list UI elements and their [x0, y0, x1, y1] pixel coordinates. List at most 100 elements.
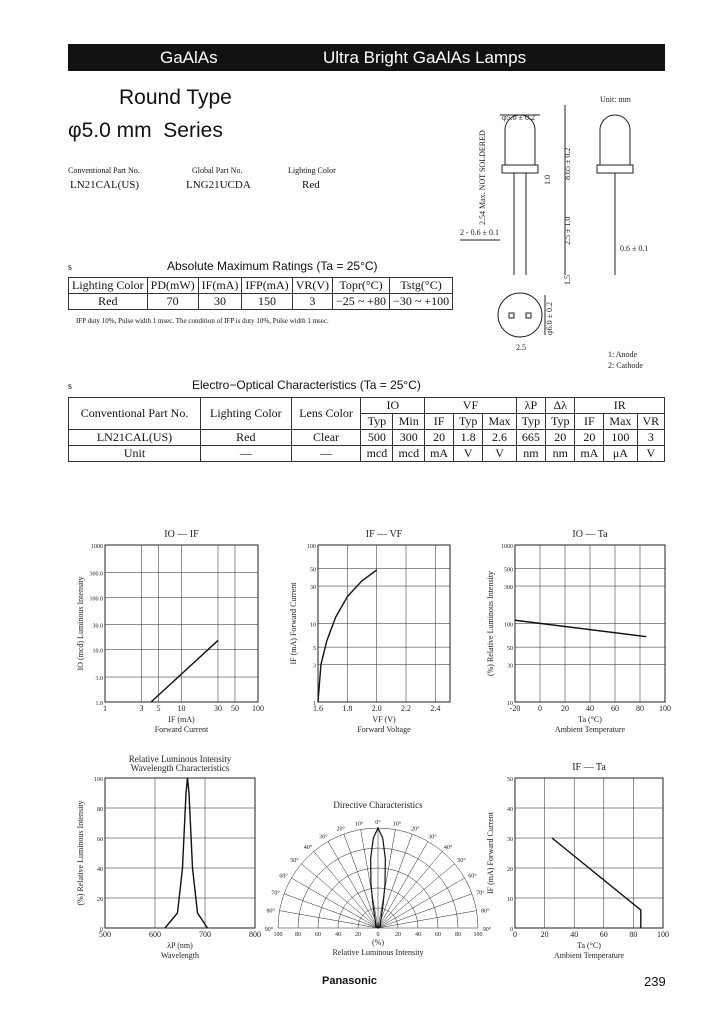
- y-tick-label: 100: [504, 623, 513, 629]
- x-axis-label: Ta (°C): [578, 715, 602, 724]
- x-tick-label: 60: [600, 930, 608, 939]
- chart-title: IO — IF: [164, 529, 199, 540]
- x-tick-label: 60: [611, 704, 619, 713]
- r-tick-label: 60: [435, 932, 441, 938]
- curve: [514, 619, 647, 638]
- header-bar: GaAlAs Ultra Bright GaAlAs Lamps: [68, 44, 665, 71]
- dim-label: 2.54 Max. NOT SOLDERED: [478, 130, 487, 225]
- y-tick-label: 1: [313, 701, 316, 707]
- header-cell: IO: [360, 397, 426, 414]
- dim-label: 0.6 ± 0.1: [620, 244, 648, 253]
- dim-label: 1.0: [543, 175, 552, 185]
- x-tick-label: 800: [249, 930, 261, 939]
- x-tick-label: 2.2: [401, 704, 411, 713]
- header-left: GaAlAs: [160, 48, 218, 67]
- y-tick-label: 10: [310, 623, 316, 629]
- table-cell: −25 ~ +80: [332, 293, 391, 310]
- table-cell: V: [636, 445, 666, 462]
- table-cell: V: [482, 445, 517, 462]
- table-cell: mcd: [360, 445, 394, 462]
- curve: [150, 639, 219, 703]
- header-cell: IFP(mA): [241, 277, 293, 294]
- grid-line: [377, 877, 465, 929]
- table-row: LN21CAL(US) Red Clear 500 300 20 1.8 2.6 665 20 20…: [67, 429, 666, 446]
- y-tick-label: 300.0: [90, 571, 104, 577]
- y-tick-label: 10: [507, 897, 513, 903]
- unit-label: Unit: mm: [600, 95, 632, 104]
- table-row: Red 70 30 150 3 −25 ~ +80 −30 ~ +100: [68, 293, 454, 310]
- y-tick-label: 10: [507, 701, 513, 707]
- angle-label: 90°: [483, 926, 492, 933]
- grid-line: [313, 851, 379, 929]
- table-row: Lighting Color PD(mW) IF(mA) IFP(mA) VR(V) To…: [68, 277, 454, 294]
- angle-label: 30°: [319, 833, 328, 840]
- y-tick-label: 20: [507, 867, 513, 873]
- x-tick-label: 0: [538, 704, 542, 713]
- grid-line: [283, 893, 379, 929]
- y-tick-label: 500: [504, 568, 513, 574]
- y-tick-label: 80: [97, 807, 103, 813]
- plot-frame: [514, 777, 664, 929]
- x-tick-label: 20: [561, 704, 569, 713]
- chart-title: IO — Ta: [572, 529, 608, 540]
- axis-caption: Wavelength: [161, 951, 199, 960]
- x-axis-label: VF (V): [372, 715, 396, 724]
- part-label: Global Part No.: [192, 166, 243, 175]
- grid-line: [291, 877, 379, 929]
- table-cell: —: [200, 445, 292, 462]
- y-tick-label: 30: [507, 664, 513, 670]
- axis-caption: Forward Voltage: [357, 725, 411, 734]
- r-tick-label: 100: [474, 932, 483, 938]
- y-tick-label: 1000: [91, 544, 103, 550]
- lobe: [370, 826, 386, 929]
- plot-frame: [104, 777, 256, 929]
- x-tick-label: 700: [199, 930, 211, 939]
- part-value: LN21CAL(US): [70, 179, 140, 191]
- curve: [164, 777, 209, 929]
- grid-line: [377, 893, 473, 929]
- curve: [551, 837, 642, 928]
- angle-label: 90°: [265, 926, 274, 933]
- x-tick-label: 20: [541, 930, 549, 939]
- header-cell: Δλ: [545, 397, 576, 414]
- r-tick-label: 20: [395, 932, 401, 938]
- table-cell: 300: [392, 429, 426, 446]
- angle-label: 0°: [375, 819, 381, 826]
- axis-caption: Ambient Temperature: [554, 951, 625, 960]
- table-cell: Red: [68, 293, 148, 310]
- x-tick-label: 10: [178, 704, 186, 713]
- x-tick-label: 2.4: [430, 704, 440, 713]
- table-cell: V: [452, 445, 484, 462]
- y-tick-label: 50: [310, 568, 316, 574]
- table-cell: 665: [515, 429, 547, 446]
- grid-line: [301, 863, 379, 929]
- table-cell: 3: [291, 293, 334, 310]
- part-label: Lighting Color: [288, 166, 336, 175]
- grid-line: [377, 851, 443, 929]
- grid-line: [360, 829, 379, 929]
- grid-line: [377, 841, 429, 929]
- angle-label: 80°: [266, 907, 275, 914]
- r-tick-label: 20: [355, 932, 361, 938]
- y-tick-label: 100: [307, 544, 316, 550]
- table-cell: nm: [515, 445, 547, 462]
- x-tick-label: 80: [629, 930, 637, 939]
- chart-subtitle: Wavelength Characteristics: [131, 763, 230, 773]
- table-cell: LN21CAL(US): [67, 429, 202, 446]
- y-axis-label: (%) Relative Luminous Intensity: [486, 571, 495, 676]
- x-tick-label: 50: [231, 704, 239, 713]
- x-tick-label: 40: [570, 930, 578, 939]
- y-axis-label: IO (mcd) Luminous Intensity: [76, 577, 85, 671]
- subtitle: φ5.0 mm Series: [68, 119, 223, 142]
- table-row: Typ Min IF Typ Max Typ Typ IF Max VR: [69, 413, 666, 430]
- y-tick-label: 0: [510, 927, 513, 933]
- table-title: Electro−Optical Characteristics (Ta = 25…: [192, 378, 421, 392]
- x-tick-label: 40: [586, 704, 594, 713]
- curve: [317, 569, 378, 703]
- chart-title: IF — VF: [366, 529, 403, 540]
- y-tick-label: 20: [97, 897, 103, 903]
- angle-label: 20°: [337, 825, 346, 832]
- angle-label: 10°: [355, 821, 364, 828]
- table-cell: Unit: [67, 445, 202, 462]
- header-cell: Lens Color: [290, 397, 362, 430]
